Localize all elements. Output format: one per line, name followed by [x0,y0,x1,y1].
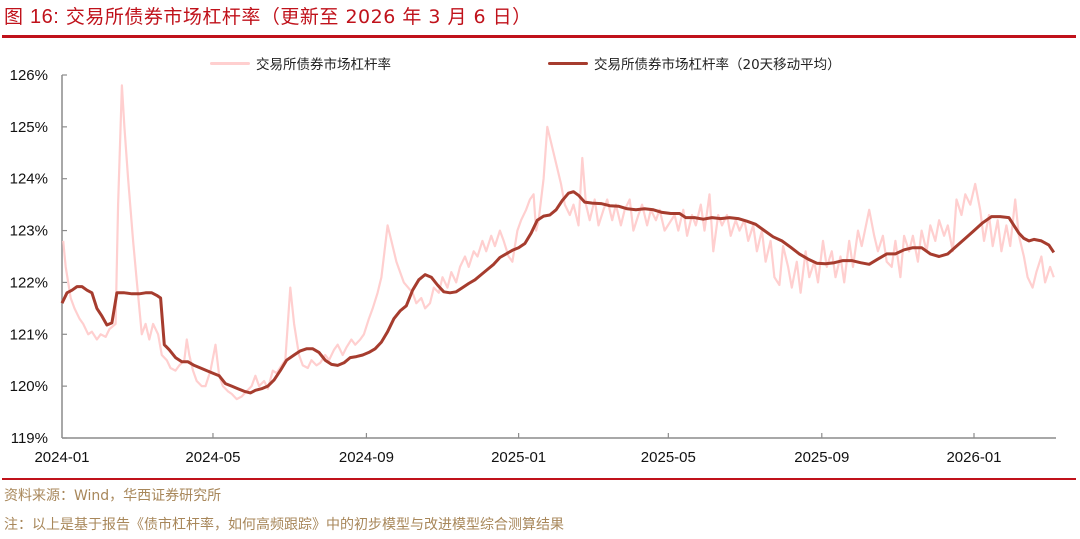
x-tick-label: 2026-01 [946,449,1001,466]
y-tick-label: 125% [10,119,48,136]
footer-divider [2,478,1076,480]
legend-swatch-raw-line-icon [210,61,250,65]
x-axis: 2024-01 2024-05 2024-09 2025-01 2025-05 2025-… [34,433,1056,466]
source-note: 资料来源：Wind，华西证券研究所 [4,488,222,504]
y-tick-label: 121% [10,326,48,343]
legend-label-ma: 交易所债券市场杠杆率（20天移动平均） [594,57,841,73]
y-tick-label: 122% [10,274,48,291]
x-tick-label: 2024-05 [185,449,240,466]
y-tick-label: 123% [10,223,48,240]
title-divider [2,35,1076,38]
chart-legend: 交易所债券市场杠杆率 交易所债券市场杠杆率（20天移动平均） [0,53,1080,73]
y-tick-label: 120% [10,378,48,395]
figure-title: 图 16: 交易所债券市场杠杆率（更新至 2026 年 3 月 6 日） [4,2,532,29]
x-tick-label: 2025-09 [794,449,849,466]
legend-swatch-ma-line-icon [548,61,588,65]
legend-item-raw: 交易所债券市场杠杆率 [210,53,391,73]
y-tick-label: 126% [10,67,48,84]
y-axis: 119% 120% 121% 122% 123% 124% 125% 126% [10,67,67,447]
x-tick-label: 2024-09 [339,449,394,466]
raw-leverage-series-line [62,84,1055,401]
x-tick-label: 2025-05 [641,449,696,466]
y-tick-label: 119% [11,430,48,447]
figure-number: 16: [30,6,60,28]
ma20-leverage-series-line [60,190,1056,395]
legend-item-ma: 交易所债券市场杠杆率（20天移动平均） [548,53,841,73]
figure-title-text: 交易所债券市场杠杆率（更新至 2026 年 3 月 6 日） [59,6,532,28]
y-tick-label: 124% [10,171,48,188]
footnote: 注：以上是基于报告《债市杠杆率，如何高频跟踪》中的初步模型与改进模型综合测算结果 [4,517,564,533]
x-tick-label: 2025-01 [491,449,546,466]
figure-title-prefix: 图 [4,6,31,28]
legend-label-raw: 交易所债券市场杠杆率 [256,57,391,73]
x-tick-label: 2024-01 [34,449,89,466]
